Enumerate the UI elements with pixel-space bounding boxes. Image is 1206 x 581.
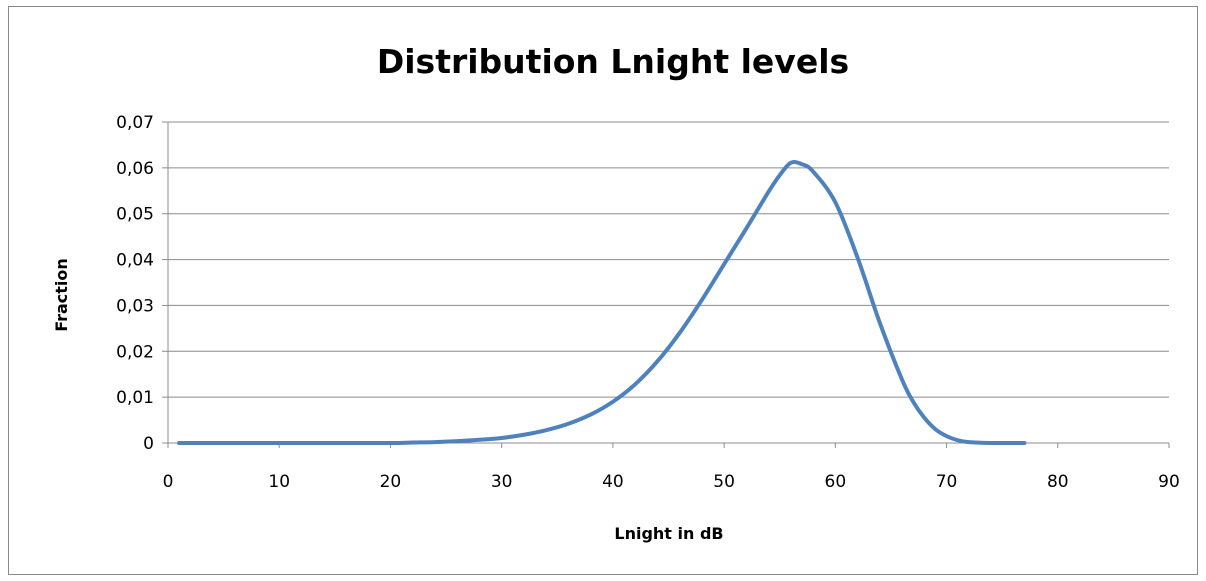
x-tick-label: 50: [713, 472, 735, 492]
y-tick-label: 0,06: [116, 159, 154, 179]
x-tick-label: 40: [602, 472, 624, 492]
x-tick-label: 20: [380, 472, 402, 492]
x-tick-labels: 0 10 20 30 40 50 60 70 80 90: [163, 472, 1180, 492]
chart-frame: Distribution Lnight levels 0 0,01 0,02 0,03…: [8, 6, 1198, 575]
y-tick-label: 0,07: [116, 113, 154, 133]
x-axis-title: Lnight in dB: [614, 524, 723, 543]
y-tick-label: 0,04: [116, 251, 154, 271]
x-tick-label: 80: [1047, 472, 1069, 492]
x-tick-label: 70: [936, 472, 958, 492]
y-tick-label: 0,05: [116, 205, 154, 225]
x-tick-label: 10: [268, 472, 290, 492]
series-layer: [177, 160, 1027, 445]
grid-layer: [168, 121, 1169, 398]
y-axis-title: Fraction: [52, 258, 71, 332]
y-tick-label: 0,01: [116, 388, 154, 408]
axis-layer: [162, 121, 1170, 448]
y-tick-label: 0,03: [116, 296, 154, 316]
x-tick-label: 30: [491, 472, 513, 492]
x-tick-label: 60: [825, 472, 847, 492]
y-tick-label: 0: [143, 434, 154, 454]
x-tick-label: 0: [163, 472, 174, 492]
y-tick-labels: 0 0,01 0,02 0,03 0,04 0,05 0,06 0,07: [116, 113, 154, 454]
y-tick-label: 0,02: [116, 342, 154, 362]
chart-svg: Distribution Lnight levels 0 0,01 0,02 0,03…: [52, 42, 1180, 543]
x-tick-label: 90: [1158, 472, 1180, 492]
chart-title: Distribution Lnight levels: [377, 42, 849, 81]
series-line-0: [177, 160, 1027, 445]
